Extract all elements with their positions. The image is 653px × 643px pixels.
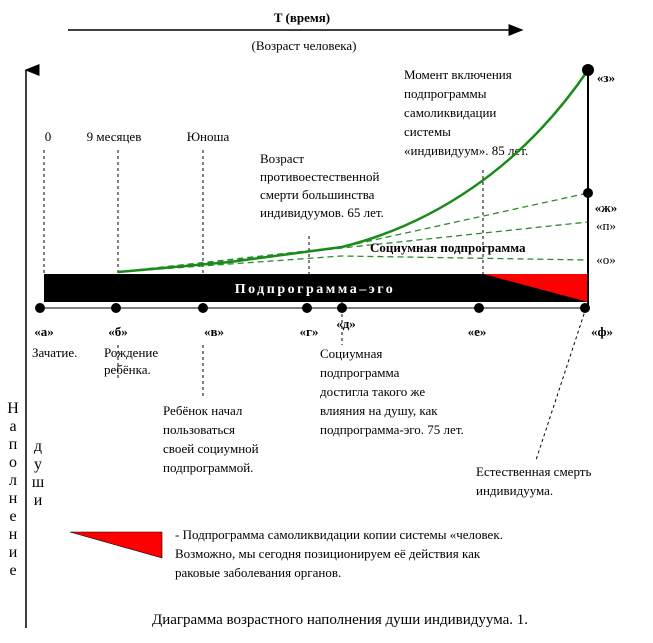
vlabel1-letter: о [9,454,17,471]
ego-bar [44,274,589,302]
ann5-line: индивидуума. [476,483,553,498]
point-label-d: «д» [336,316,356,331]
vlabel1-letter: н [9,526,18,543]
vlabel2-letter: у [34,456,42,473]
capb-line: ребёнка. [104,362,151,377]
label-youth: Юноша [187,129,230,144]
legend-line: раковые заболевания органов. [175,565,341,580]
self-destruct-wedge [483,274,588,302]
diagram-caption: Диаграмма возрастного наполнения души ин… [152,612,528,628]
point-d [337,303,347,313]
annotation-child-social: Ребёнок начал пользоваться своей социумной… [163,403,259,475]
caption-birth: Рождение ребёнка. [104,345,158,377]
point-a [35,303,45,313]
ann5-line: Естественная смерть [476,464,591,479]
vertical-label-soul: души [32,438,45,509]
point-label-p: «п» [596,218,616,233]
point-e [474,303,484,313]
point-label-e: «е» [468,324,487,339]
ann3-line: достигла такого же [320,384,425,399]
annotation-social-equal: Социумная подпрограмма достигла такого же в… [320,346,464,437]
ann2-line: самоликвидации [404,105,496,120]
legend-line: Возможно, мы сегодня позиционируем её де… [175,546,481,561]
points [35,64,594,313]
time-label: T (время) [274,10,330,25]
ann1-line: индивидуумов. 65 лет. [260,205,384,220]
vlabel1-letter: а [9,418,16,435]
ann3-line: влияния на душу, как [320,403,438,418]
annotation-unnatural-death: Возраст противоестественной смерти большин… [260,151,384,220]
caption-conception: Зачатие. [32,345,77,360]
point-b [111,303,121,313]
ann2-line: системы [404,124,451,139]
point-label-v: «в» [204,324,224,339]
point-f [580,303,590,313]
ann2-line: «индивидуум». 85 лет. [404,143,528,158]
ann4-line: подпрограммой. [163,460,253,475]
vlabel1-letter: Н [7,400,19,417]
point-label-o: «о» [596,252,616,267]
ann3-line: подпрограмма-эго. 75 лет. [320,422,464,437]
ann2-line: подпрограммы [404,86,487,101]
point-label-zh: «ж» [595,200,617,215]
upper-guides [43,150,484,274]
point-label-g: «г» [300,324,319,339]
ann1-line: противоестественной [260,169,379,184]
vlabel1-letter: е [9,508,16,525]
ann4-line: пользоваться [163,422,235,437]
label-nine-months: 9 месяцев [87,129,142,144]
vlabel2-letter: д [34,438,42,455]
vlabel1-letter: п [9,436,18,453]
ann2-line: Момент включения [404,67,512,82]
legend-line: - Подпрограмма самоликвидации копии сист… [175,527,503,542]
vlabel1-letter: н [9,490,18,507]
point-label-b: «б» [108,324,128,339]
legend-text: - Подпрограмма самоликвидации копии сист… [175,527,503,580]
annotation-self-destruct-moment: Момент включения подпрограммы самоликвидац… [404,67,528,158]
point-v [198,303,208,313]
point-label-f: «ф» [591,324,613,339]
vlabel1-letter: л [9,472,17,489]
annotation-natural-death: Естественная смерть индивидуума. [476,464,591,498]
social-subprogram-label: Социумная подпрограмма [370,240,526,255]
ann3-line: Социумная [320,346,382,361]
ann1-line: смерти большинства [260,187,375,202]
ego-bar-label: Подпрограмма–эго [235,282,396,297]
ann3-line: подпрограмма [320,365,400,380]
label-zero: 0 [45,129,52,144]
vlabel1-letter: и [9,544,18,561]
ann4-line: своей социумной [163,441,259,456]
vlabel2-letter: ш [32,474,45,491]
point-label-z: «з» [597,70,615,85]
vlabel1-letter: е [9,562,16,579]
capb-line: Рождение [104,345,158,360]
point-z [582,64,594,76]
ann4-line: Ребёнок начал [163,403,243,418]
point-zh [583,188,593,198]
point-label-a: «а» [34,324,54,339]
ann1-line: Возраст [260,151,304,166]
legend-red-wedge [69,531,163,559]
vlabel2-letter: и [34,492,43,509]
age-label: (Возраст человека) [252,38,357,53]
soul-curve [117,69,590,274]
point-g [302,303,312,313]
